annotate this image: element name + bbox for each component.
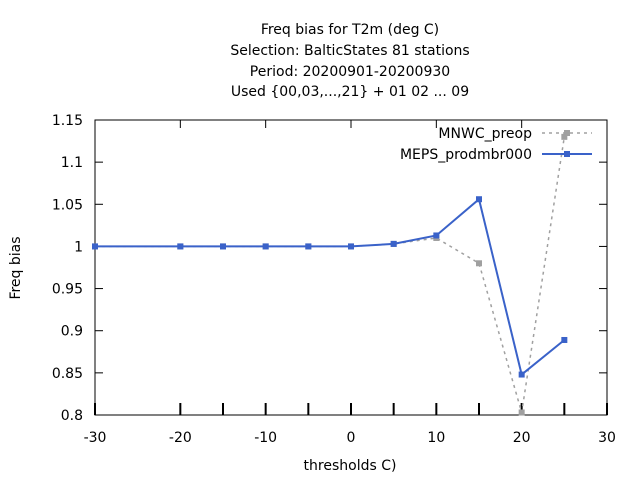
data-point [476,260,482,267]
data-point [220,243,226,250]
y-tick-label: 0.95 [52,282,83,298]
title-line-1: Freq bias for T2m (deg C) [261,22,439,38]
series-line [95,197,565,377]
y-tick-label: 0.8 [61,408,83,424]
data-point [561,336,568,343]
x-tick-label: 10 [427,430,445,446]
x-tick-label: 30 [598,430,616,446]
data-point [476,196,482,203]
x-axis-label: thresholds C) [304,458,397,474]
title-line-4: Used {00,03,...,21} + 01 02 ... 09 [231,84,469,100]
y-axis-ticks: 0.8 0.85 0.9 0.95 1 1.05 1.1 1.15 [52,113,607,424]
y-tick-label: 0.9 [61,324,83,340]
y-tick-label: 1.05 [52,197,83,213]
series-layer [92,133,568,416]
y-tick-label: 0.85 [52,366,83,382]
title-line-3: Period: 20200901-20200930 [250,64,450,80]
x-tick-label: -30 [84,430,107,446]
data-point [518,409,525,416]
legend-label: MNWC_preop [438,126,532,142]
series-line [95,136,566,413]
data-point [262,243,269,250]
y-tick-label: 1.1 [61,155,83,171]
data-point [348,243,354,250]
x-axis-ticks: -30 -20 -10 0 10 20 30 [84,120,616,446]
y-tick-label: 1 [74,239,83,255]
data-point [177,243,184,250]
legend-label: MEPS_prodmbr000 [400,147,532,163]
data-point [390,240,397,247]
chart-title: Freq bias for T2m (deg C) Selection: Bal… [230,22,469,100]
data-point [92,243,98,250]
x-tick-label: -10 [254,430,277,446]
data-point [305,243,312,250]
x-tick-label: 20 [513,430,531,446]
x-tick-label: 0 [347,430,356,446]
series-MEPS_prodmbr000 [92,196,568,378]
legend-marker [564,151,570,157]
series-MNWC_preop [92,133,568,416]
x-tick-label: -20 [169,430,192,446]
plot-area-frame [94,119,608,416]
y-tick-label: 1.15 [52,113,83,129]
title-line-2: Selection: BalticStates 81 stations [230,43,469,59]
data-point [433,232,440,239]
y-axis-label: Freq bias [8,236,24,299]
legend: MNWC_preop MEPS_prodmbr000 [400,126,592,163]
data-point [518,371,525,378]
data-point [561,133,568,140]
legend-marker [564,130,570,136]
